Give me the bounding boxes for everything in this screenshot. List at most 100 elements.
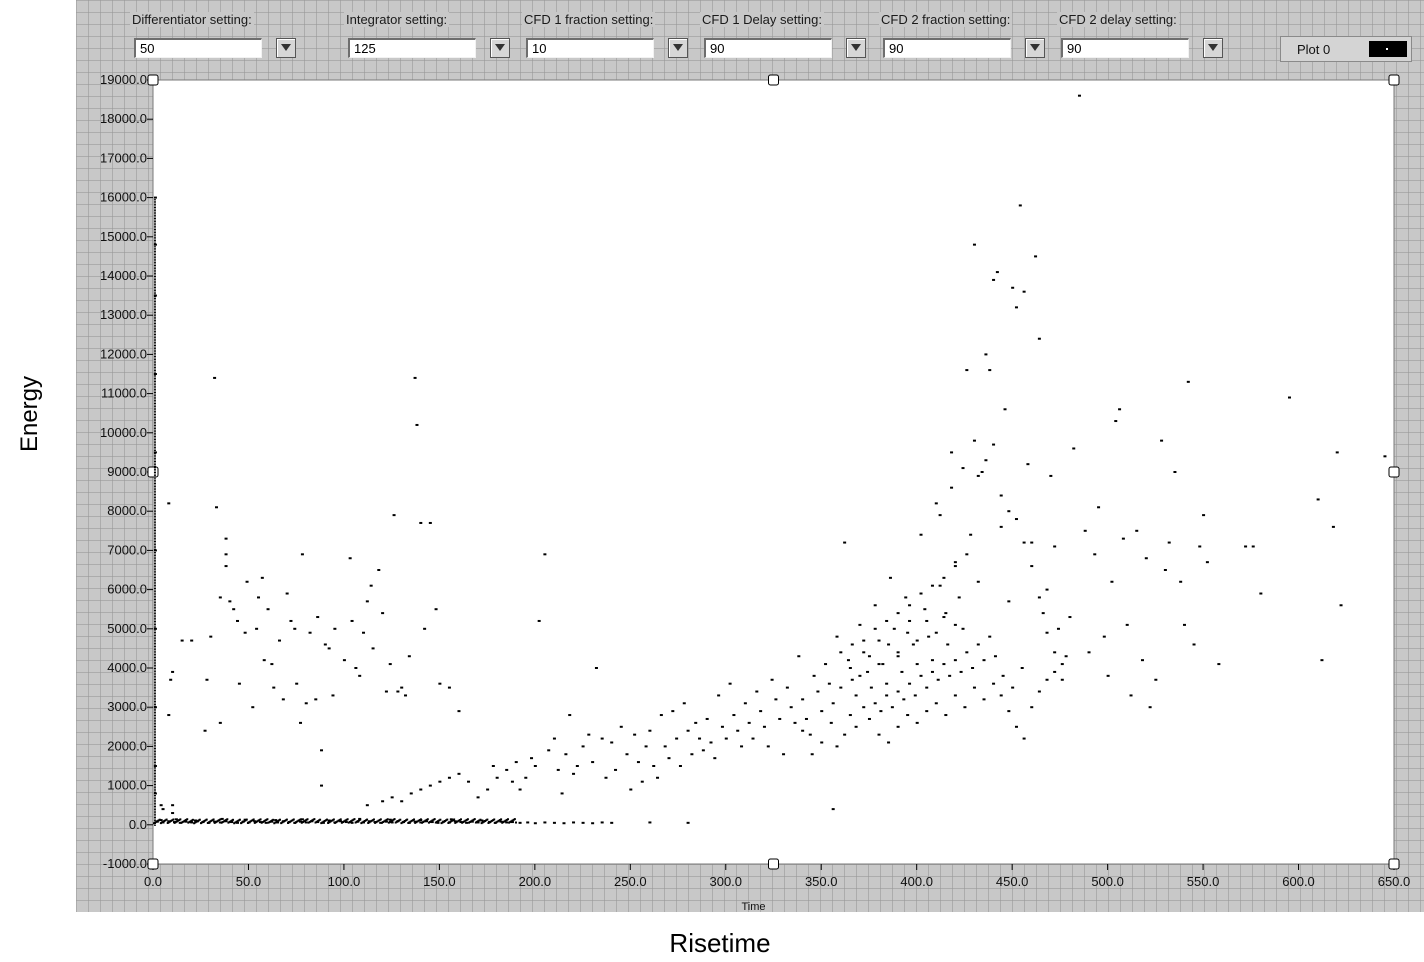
data-point <box>153 454 156 456</box>
data-point <box>153 738 156 740</box>
data-point <box>167 821 170 824</box>
data-point <box>896 612 900 615</box>
data-point <box>451 819 454 822</box>
data-point <box>425 818 428 821</box>
data-point <box>295 682 299 685</box>
data-point <box>298 819 301 822</box>
data-point <box>153 315 156 317</box>
data-point <box>930 670 934 673</box>
data-point <box>839 651 843 654</box>
data-point <box>1287 396 1291 399</box>
integrator-dropdown-button[interactable] <box>490 38 510 58</box>
cfd1-fraction-dropdown-button[interactable] <box>668 38 688 58</box>
data-point <box>400 822 403 825</box>
data-point <box>400 686 404 689</box>
data-point <box>299 721 303 724</box>
data-point <box>153 523 156 525</box>
data-point <box>153 475 156 477</box>
cfd2-delay-label: CFD 2 delay setting: <box>1057 12 1179 27</box>
data-point <box>153 702 156 704</box>
data-point <box>153 500 156 502</box>
data-point <box>153 549 157 552</box>
data-point <box>153 533 156 535</box>
data-point <box>153 263 156 265</box>
data-point <box>153 536 156 538</box>
integrator-field[interactable]: 125 <box>348 38 476 58</box>
data-point <box>166 821 169 824</box>
data-point <box>835 635 839 638</box>
data-point <box>153 261 156 263</box>
cfd1-delay-field[interactable]: 90 <box>704 38 832 58</box>
data-point <box>153 417 156 419</box>
data-point <box>513 818 516 821</box>
plot-legend[interactable]: Plot 0 <box>1280 36 1412 62</box>
data-point <box>407 821 410 824</box>
cfd2-fraction-dropdown-button[interactable] <box>1025 38 1045 58</box>
data-point <box>153 567 156 569</box>
cfd2-delay-field[interactable]: 90 <box>1061 38 1189 58</box>
data-point <box>153 365 156 367</box>
data-point <box>503 820 506 823</box>
data-point <box>153 268 156 270</box>
data-point <box>1007 510 1011 513</box>
data-point <box>153 647 156 649</box>
data-point <box>831 702 835 705</box>
cfd2-fraction-label: CFD 2 fraction setting: <box>879 12 1013 27</box>
data-point <box>214 821 217 824</box>
data-point <box>153 370 156 372</box>
data-point <box>942 576 946 579</box>
data-point <box>1251 545 1255 548</box>
data-point <box>462 821 465 824</box>
cfd2-delay-dropdown-button[interactable] <box>1203 38 1223 58</box>
data-point <box>377 819 380 822</box>
data-point <box>153 570 156 572</box>
data-point <box>153 299 156 301</box>
data-point <box>153 798 156 800</box>
data-point <box>153 233 156 235</box>
data-point <box>518 821 522 824</box>
cfd2-fraction-field[interactable]: 90 <box>883 38 1011 58</box>
data-point <box>510 780 514 783</box>
data-point <box>153 450 156 452</box>
resize-handle <box>1388 74 1400 86</box>
data-point <box>1037 690 1041 693</box>
data-point <box>153 605 156 607</box>
data-point <box>153 722 156 724</box>
data-point <box>1037 337 1041 340</box>
data-point <box>153 816 156 818</box>
differentiator-label: Differentiator setting: <box>130 12 254 27</box>
data-point <box>153 200 156 202</box>
data-point <box>211 819 214 822</box>
data-point <box>992 443 996 446</box>
data-point <box>153 210 156 212</box>
data-point <box>480 819 484 822</box>
data-point <box>260 576 264 579</box>
data-point <box>1320 659 1324 662</box>
cfd1-fraction-field[interactable]: 10 <box>526 38 654 58</box>
data-point <box>333 821 336 824</box>
data-point <box>153 448 156 450</box>
data-point <box>378 819 381 822</box>
data-point <box>892 627 896 630</box>
data-point <box>390 796 394 799</box>
data-point <box>411 819 414 822</box>
data-point <box>509 820 512 823</box>
data-point <box>367 821 370 824</box>
y-tick-label: 6000.0 <box>107 582 147 597</box>
data-point <box>261 821 264 824</box>
data-point <box>153 208 156 210</box>
differentiator-field[interactable]: 50 <box>134 38 262 58</box>
data-point <box>393 818 396 821</box>
data-point <box>153 537 156 539</box>
differentiator-dropdown-button[interactable] <box>276 38 296 58</box>
data-point <box>433 818 436 821</box>
data-point <box>308 820 311 823</box>
data-point <box>354 667 358 669</box>
cfd1-delay-dropdown-button[interactable] <box>846 38 866 58</box>
data-point <box>993 655 997 658</box>
data-point <box>724 737 728 740</box>
data-point <box>153 644 156 646</box>
data-point <box>153 236 156 238</box>
data-point <box>325 818 328 821</box>
data-point <box>581 821 585 824</box>
